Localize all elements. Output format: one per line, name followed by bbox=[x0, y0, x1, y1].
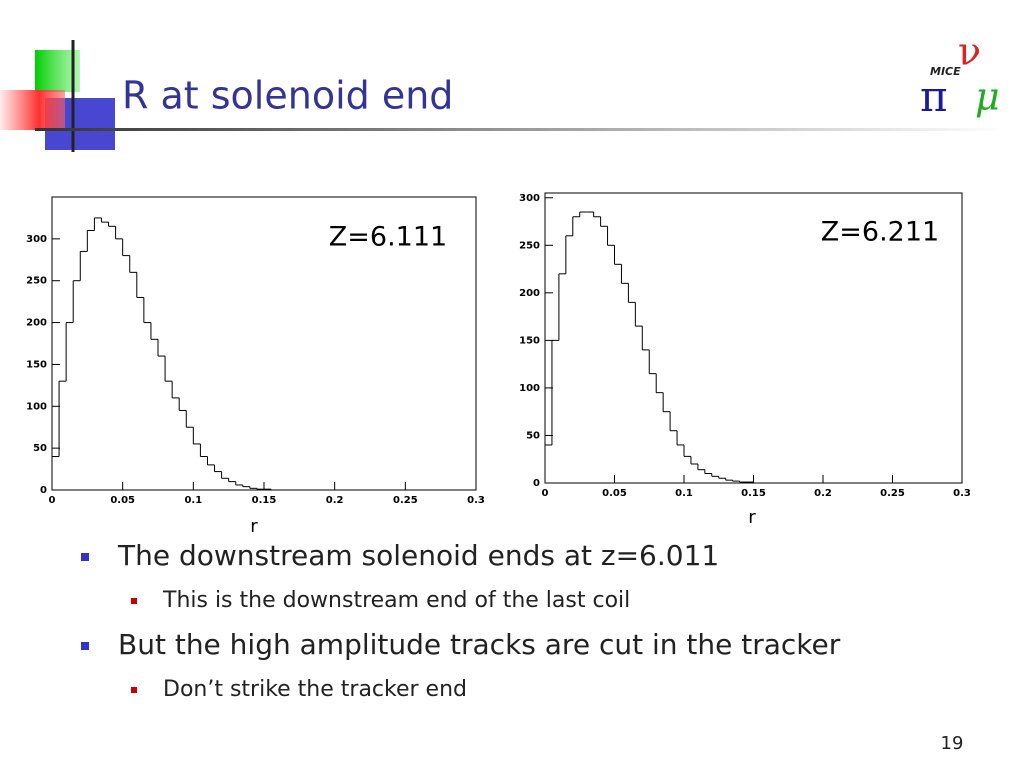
logo-symbol: μ bbox=[975, 75, 1000, 119]
sub-bullet-marker bbox=[131, 687, 137, 693]
logo-symbol: π bbox=[920, 72, 948, 121]
y-tick-label: 50 bbox=[33, 443, 47, 454]
x-tick-label: 0.25 bbox=[880, 488, 905, 499]
x-tick-label: 0.2 bbox=[326, 495, 344, 506]
chart-panel bbox=[40, 187, 485, 517]
x-tick-label: 0.15 bbox=[741, 488, 766, 499]
x-tick-label: 0.2 bbox=[814, 488, 832, 499]
x-tick-label: 0 bbox=[542, 488, 549, 499]
y-tick-label: 100 bbox=[26, 401, 47, 412]
y-tick-label: 200 bbox=[26, 318, 47, 329]
y-tick-label: 50 bbox=[526, 430, 540, 441]
y-tick-label: 150 bbox=[519, 335, 540, 346]
histogram-chart: 0 50 100 150 200 250 300 0 0.05 0.1 0.15 0.2 0.25 0.3… bbox=[519, 192, 971, 528]
x-tick-label: 0.1 bbox=[184, 495, 202, 506]
x-tick-label: 0.3 bbox=[953, 488, 971, 499]
bullet-marker bbox=[81, 553, 89, 561]
x-tick-label: 0.05 bbox=[602, 488, 627, 499]
y-tick-label: 300 bbox=[26, 234, 47, 245]
x-axis-label: r bbox=[250, 516, 258, 537]
x-tick-label: 0.25 bbox=[393, 495, 418, 506]
bullet-list: The downstream solenoid ends at z=6.011 T… bbox=[81, 539, 841, 702]
y-tick-label: 250 bbox=[26, 276, 47, 287]
logo-symbol: ν bbox=[958, 30, 981, 74]
bullet-text: The downstream solenoid ends at z=6.011 bbox=[117, 539, 719, 572]
logo-text: MICE bbox=[930, 65, 961, 78]
x-tick-label: 0.1 bbox=[675, 488, 693, 499]
y-tick-label: 0 bbox=[533, 478, 540, 489]
deco-red bbox=[0, 90, 65, 130]
sub-bullet-text: Don’t strike the tracker end bbox=[163, 677, 467, 702]
bullet-marker bbox=[81, 642, 89, 650]
histogram-chart: 0 50 100 150 200 250 300 0 0.05 0.1 0.15 0.2 0.25 0.3… bbox=[26, 196, 485, 537]
y-tick-label: 200 bbox=[519, 288, 540, 299]
annotation: Z=6.111 bbox=[329, 222, 447, 253]
deco-hline bbox=[35, 128, 1005, 131]
sub-bullet-marker bbox=[131, 598, 137, 604]
page-number: 19 bbox=[941, 733, 964, 754]
bullet-text: But the high amplitude tracks are cut in… bbox=[118, 628, 841, 661]
y-tick-label: 300 bbox=[519, 193, 540, 204]
x-axis-label: r bbox=[748, 507, 756, 528]
logo: MICE π ν μ bbox=[920, 30, 1000, 122]
x-tick-label: 0.15 bbox=[252, 495, 277, 506]
chart-panel bbox=[535, 183, 975, 515]
annotation: Z=6.211 bbox=[821, 217, 939, 248]
y-tick-label: 100 bbox=[519, 383, 540, 394]
x-tick-label: 0.3 bbox=[467, 495, 485, 506]
slide-title: R at solenoid end bbox=[122, 74, 453, 118]
y-tick-label: 0 bbox=[40, 485, 47, 496]
y-tick-label: 150 bbox=[26, 359, 47, 370]
sub-bullet-text: This is the downstream end of the last c… bbox=[162, 588, 630, 613]
x-tick-label: 0 bbox=[49, 495, 56, 506]
y-tick-label: 250 bbox=[519, 240, 540, 251]
x-tick-label: 0.05 bbox=[110, 495, 135, 506]
